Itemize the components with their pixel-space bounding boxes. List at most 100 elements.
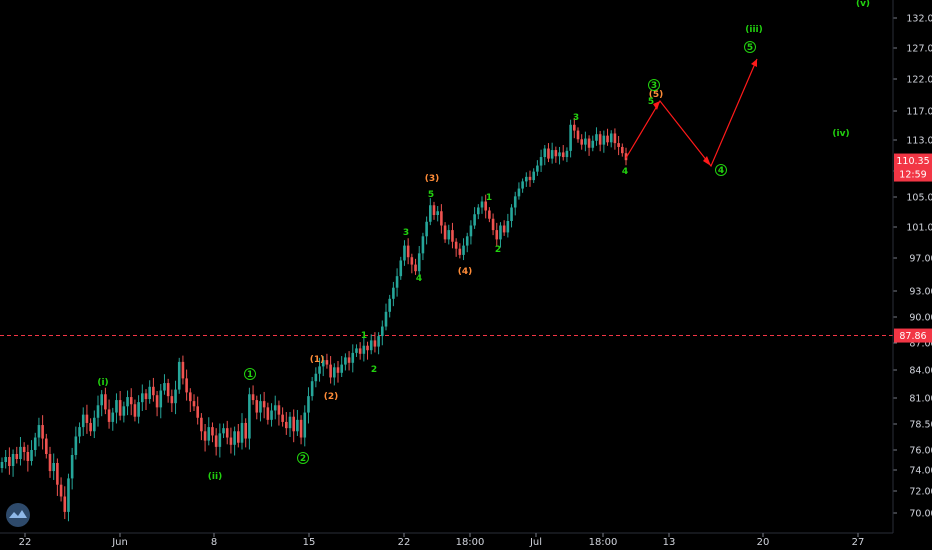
price-tick-label: 127.00 — [906, 43, 932, 54]
candle — [244, 418, 247, 448]
candle — [480, 196, 484, 214]
time-tick-label: 18:00 — [456, 537, 485, 548]
candle — [406, 238, 410, 265]
wave-label-text: (i) — [97, 378, 108, 388]
wave-label: 1 — [361, 331, 367, 341]
reference-price-value: 87.86 — [899, 331, 926, 342]
candle — [11, 449, 15, 477]
time-tick-label: 27 — [852, 537, 865, 548]
candle — [104, 387, 107, 415]
candle — [218, 423, 222, 458]
candle — [122, 401, 126, 423]
candle — [59, 477, 63, 502]
price-axis[interactable]: 132.00127.00122.00117.00113.00109.00105.… — [892, 0, 932, 533]
candle — [491, 213, 495, 236]
price-tick-label: 122.00 — [906, 74, 932, 85]
candle — [237, 424, 240, 448]
wave-label-text: (5) — [649, 90, 664, 100]
candle — [288, 412, 292, 437]
candle — [100, 390, 103, 417]
price-tick-label: 72.00 — [909, 486, 932, 497]
price-tick-label: 90.00 — [909, 312, 932, 323]
candle — [369, 334, 373, 355]
candle — [329, 356, 332, 384]
candle — [129, 388, 133, 416]
wave-label: 2 — [371, 365, 377, 375]
candle — [115, 393, 118, 424]
candle — [362, 337, 366, 362]
wave-labels-layer: (i)(ii)12(1)(2)1234(3)5(4)1234(5)5345(ii… — [97, 0, 870, 482]
candle — [214, 428, 218, 456]
candle — [598, 130, 602, 152]
time-tick-label: 20 — [757, 537, 770, 548]
wave-label: (iii) — [745, 25, 762, 35]
wave-label-text: (iii) — [745, 25, 762, 35]
candle — [33, 432, 37, 457]
candle — [477, 204, 480, 220]
candle — [440, 204, 443, 234]
candle — [432, 201, 436, 220]
wave-label: 5 — [648, 97, 654, 107]
time-tick-label: 18:00 — [589, 537, 618, 548]
candle — [447, 224, 451, 245]
price-tick-label: 76.00 — [909, 445, 932, 456]
candle — [521, 178, 524, 193]
candle — [410, 253, 414, 274]
candle — [307, 387, 310, 424]
countdown-value: 12:59 — [899, 170, 926, 181]
candle — [192, 394, 196, 411]
price-tick-label: 93.00 — [909, 286, 932, 297]
wave-label-text: 2 — [371, 365, 377, 375]
candle — [85, 404, 89, 434]
candle — [488, 207, 491, 223]
candle — [366, 341, 369, 360]
candle — [310, 377, 314, 401]
candle — [561, 145, 565, 161]
wave-label-text: 1 — [486, 193, 492, 203]
candle — [502, 220, 506, 236]
logo-circle — [6, 503, 30, 527]
candle — [74, 426, 78, 460]
time-tick-label: Jul — [529, 537, 542, 548]
wave-label-text: (1) — [310, 355, 325, 365]
candle — [565, 147, 569, 163]
candle — [70, 447, 74, 490]
candle — [19, 437, 22, 466]
candle — [617, 136, 620, 156]
wave-label: 3 — [648, 79, 660, 91]
candle — [45, 433, 48, 459]
price-tick-label: 132.00 — [906, 13, 932, 24]
candle — [458, 243, 462, 259]
candle — [321, 356, 325, 377]
candle — [318, 357, 321, 382]
candle — [196, 396, 199, 425]
candle — [528, 170, 532, 187]
candle — [451, 222, 454, 249]
candle — [580, 134, 583, 150]
candle — [403, 240, 406, 266]
candle — [4, 450, 7, 469]
candle — [266, 402, 270, 425]
candle — [233, 426, 236, 456]
candle — [96, 395, 100, 427]
candle — [613, 128, 617, 150]
candle — [200, 413, 203, 441]
candle — [240, 413, 244, 450]
candle — [281, 407, 284, 427]
tradingview-logo[interactable] — [6, 503, 30, 527]
candle — [189, 388, 192, 413]
wave-label: 1 — [244, 368, 256, 380]
candle — [377, 332, 380, 355]
wave-label-text: 3 — [403, 228, 409, 238]
candle — [587, 135, 591, 156]
candle — [0, 457, 4, 473]
time-axis[interactable]: 22 Jun 8 15 22 18:00 Jul 18:00 13 20 27 — [0, 532, 893, 548]
candle — [543, 145, 547, 166]
wave-label-text: 3 — [573, 113, 579, 123]
candle — [344, 353, 347, 371]
candle — [177, 357, 181, 394]
candle — [495, 222, 499, 246]
candle — [262, 391, 266, 419]
